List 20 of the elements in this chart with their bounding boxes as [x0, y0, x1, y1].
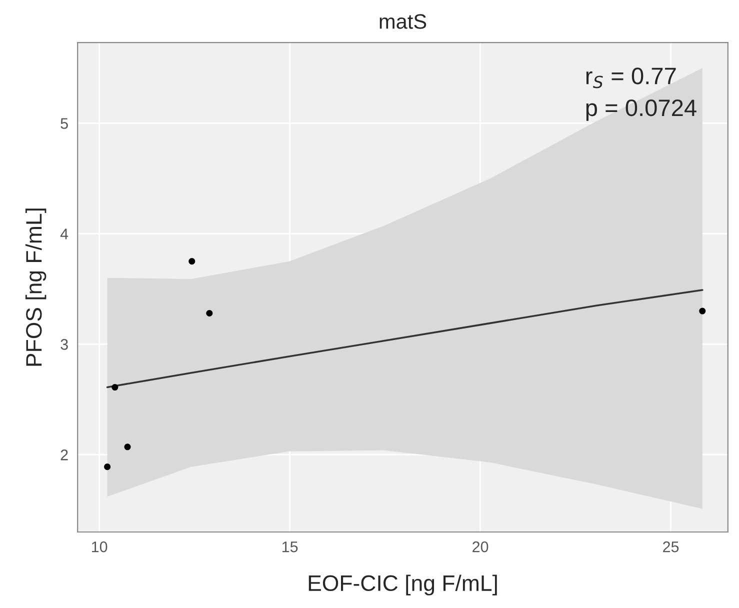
- y-axis-title: PFOS [ng F/mL]: [25, 208, 46, 366]
- y-tick-label: 2: [60, 450, 68, 460]
- x-tick-label: 20: [472, 541, 488, 552]
- annotation: p = 0.0724: [586, 99, 696, 121]
- line-series: [106, 289, 704, 388]
- x-tick-label: 10: [92, 541, 108, 552]
- point: [206, 310, 213, 316]
- x-axis-title: EOF-CIC [ng F/mL]: [308, 574, 497, 596]
- y-tick-label: 3: [60, 339, 68, 350]
- point: [188, 258, 196, 265]
- point: [699, 308, 706, 314]
- point: [104, 464, 111, 470]
- y-tick-label: 5: [60, 118, 68, 129]
- x-tick-label: 25: [663, 541, 679, 552]
- annotation: r$_{S}$ = 0.77: [586, 68, 676, 88]
- chart-title: matS: [380, 14, 426, 29]
- point: [112, 384, 118, 391]
- x-tick-label: 15: [282, 542, 298, 552]
- point: [124, 444, 131, 450]
- y-tick-label: 4: [60, 228, 68, 240]
